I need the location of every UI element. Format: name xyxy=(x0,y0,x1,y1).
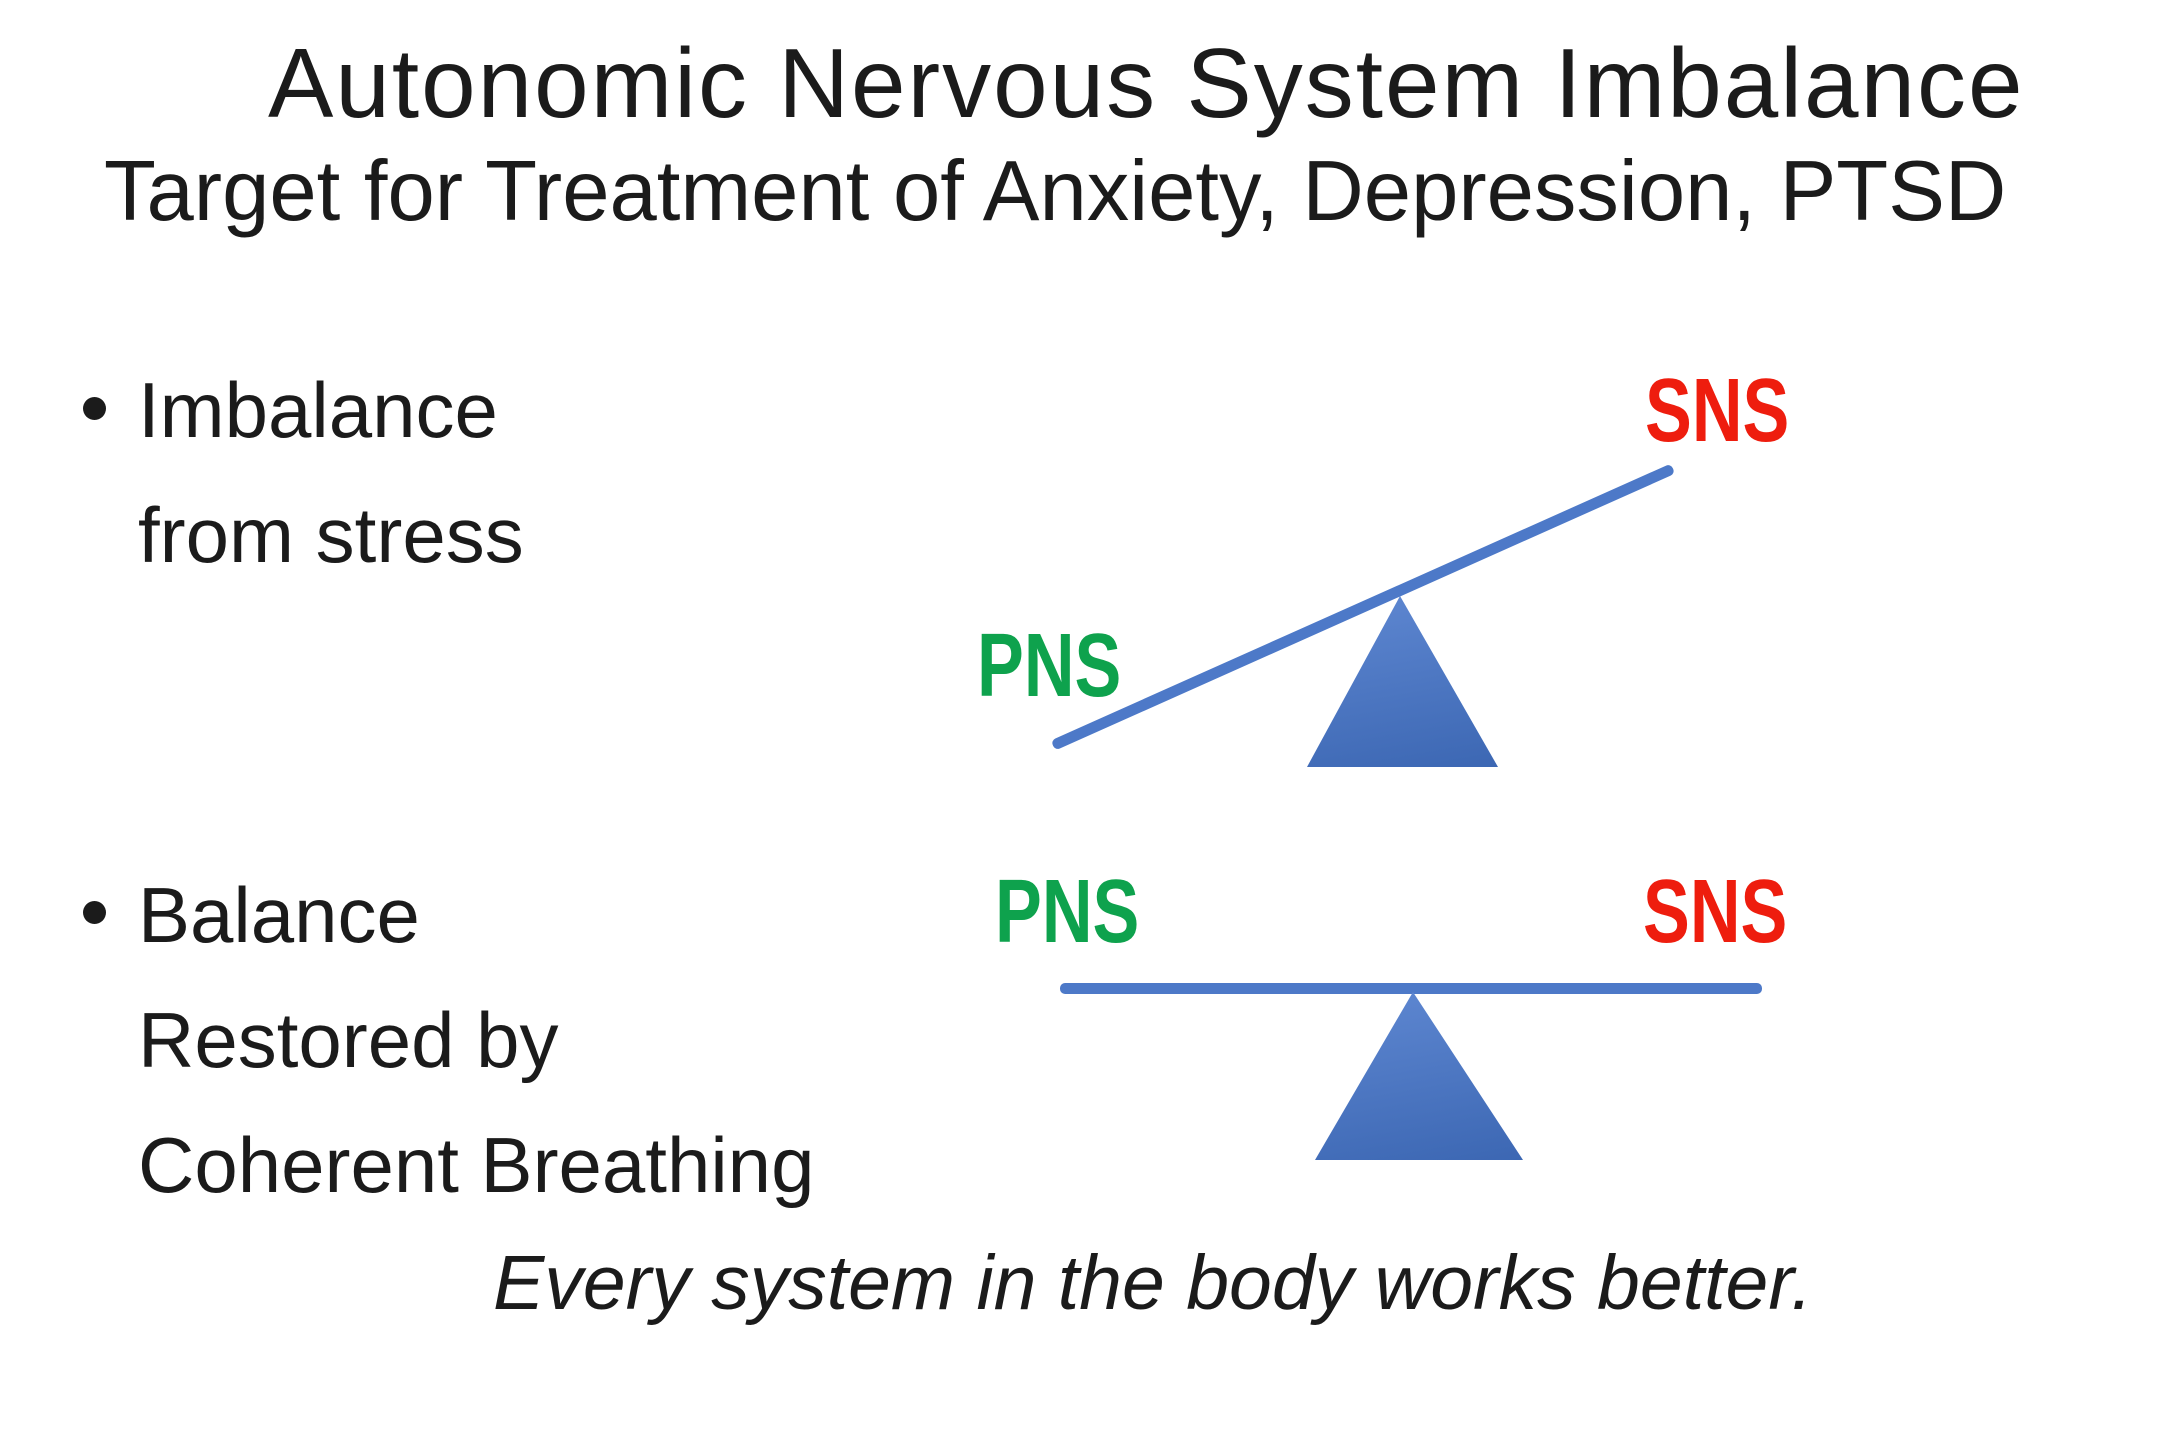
seesaw-beam-level xyxy=(1060,983,1762,994)
bullet-line: from stress xyxy=(138,491,524,579)
pns-label-balanced: PNS xyxy=(995,862,1140,962)
bullet-line: Restored by xyxy=(138,996,559,1084)
pns-label-imbalanced: PNS xyxy=(977,616,1122,716)
slide-title: Autonomic Nervous System Imbalance xyxy=(268,28,2025,138)
footer-tagline: Every system in the body works better. xyxy=(493,1240,1813,1326)
sns-label-balanced: SNS xyxy=(1643,862,1788,962)
bullet-dot xyxy=(83,901,106,924)
bullet-line: Balance xyxy=(138,871,420,959)
bullet-dot xyxy=(83,397,106,420)
bullet-line: Imbalance xyxy=(138,366,498,454)
bullet-imbalance: Imbalance from stress xyxy=(138,348,524,598)
bullet-line: Coherent Breathing xyxy=(138,1121,815,1209)
sns-label-imbalanced: SNS xyxy=(1645,361,1790,461)
fulcrum-triangle-balanced xyxy=(1315,992,1523,1160)
slide-subtitle: Target for Treatment of Anxiety, Depress… xyxy=(104,144,2007,239)
bullet-balance: Balance Restored by Coherent Breathing xyxy=(138,853,814,1228)
